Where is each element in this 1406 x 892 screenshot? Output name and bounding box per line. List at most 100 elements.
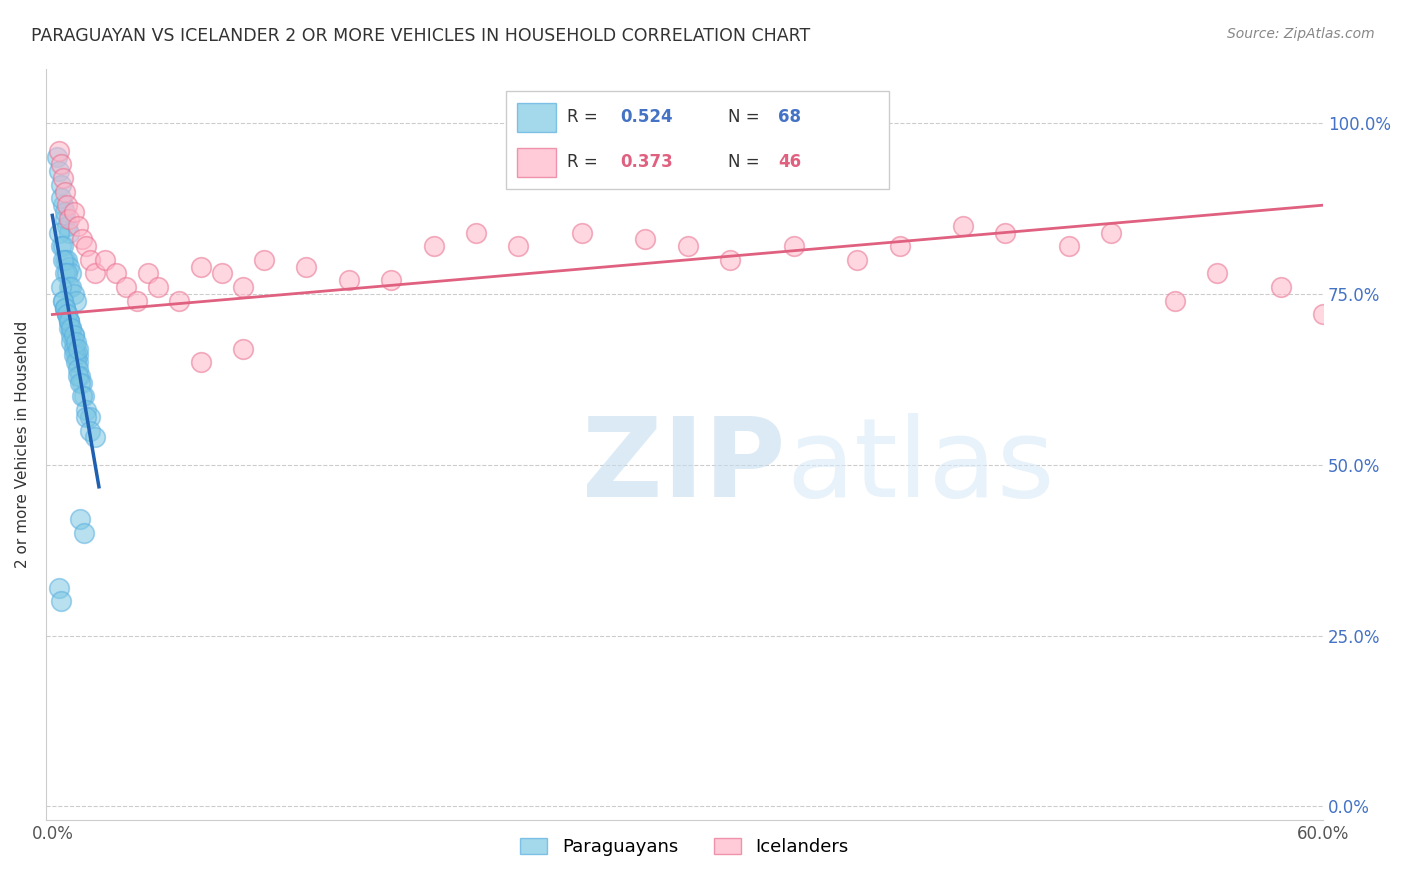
Point	[62, 349, 84, 363]
Point	[53, 301, 76, 315]
Text: Source: ZipAtlas.com: Source: ZipAtlas.com	[1227, 27, 1375, 41]
Point	[83, 430, 105, 444]
Point	[782, 239, 804, 253]
Point	[83, 267, 105, 281]
Point	[211, 267, 233, 281]
Point	[115, 280, 138, 294]
Point	[232, 342, 254, 356]
Point	[65, 349, 87, 363]
Point	[49, 178, 72, 192]
Point	[66, 369, 89, 384]
Point	[53, 185, 76, 199]
Point	[69, 369, 91, 384]
Text: atlas: atlas	[787, 413, 1056, 520]
Legend: Paraguayans, Icelanders: Paraguayans, Icelanders	[513, 831, 856, 863]
Point	[60, 334, 83, 349]
Point	[58, 260, 80, 274]
Point	[53, 301, 76, 315]
Point	[337, 273, 360, 287]
Point	[58, 226, 80, 240]
Point	[49, 594, 72, 608]
Point	[79, 252, 101, 267]
Point	[62, 328, 84, 343]
Point	[1206, 267, 1229, 281]
Point	[62, 328, 84, 343]
Point	[52, 293, 75, 308]
Point	[1312, 308, 1334, 322]
Point	[62, 334, 84, 349]
Point	[190, 260, 212, 274]
Point	[49, 239, 72, 253]
Point	[148, 280, 170, 294]
Point	[49, 280, 72, 294]
Point	[75, 409, 97, 424]
Point	[169, 293, 191, 308]
Text: ZIP: ZIP	[582, 413, 786, 520]
Point	[190, 355, 212, 369]
Point	[994, 226, 1017, 240]
Point	[70, 389, 93, 403]
Point	[48, 144, 70, 158]
Point	[75, 403, 97, 417]
Point	[125, 293, 148, 308]
Point	[56, 219, 79, 233]
Point	[60, 267, 83, 281]
Point	[73, 389, 96, 403]
Point	[136, 267, 159, 281]
Point	[66, 342, 89, 356]
Point	[52, 198, 75, 212]
Point	[69, 376, 91, 390]
Point	[75, 239, 97, 253]
Point	[45, 150, 67, 164]
Point	[66, 219, 89, 233]
Point	[66, 362, 89, 376]
Point	[58, 314, 80, 328]
Point	[58, 314, 80, 328]
Point	[56, 267, 79, 281]
Point	[66, 355, 89, 369]
Point	[571, 226, 593, 240]
Point	[73, 526, 96, 541]
Point	[232, 280, 254, 294]
Point	[56, 308, 79, 322]
Point	[79, 409, 101, 424]
Point	[65, 342, 87, 356]
Y-axis label: 2 or more Vehicles in Household: 2 or more Vehicles in Household	[15, 321, 30, 568]
Point	[48, 581, 70, 595]
Point	[380, 273, 402, 287]
Point	[56, 252, 79, 267]
Point	[65, 334, 87, 349]
Point	[52, 252, 75, 267]
Point	[253, 252, 276, 267]
Point	[104, 267, 127, 281]
Point	[53, 301, 76, 315]
Point	[56, 198, 79, 212]
Point	[295, 260, 318, 274]
Point	[94, 252, 117, 267]
Point	[62, 287, 84, 301]
Point	[48, 226, 70, 240]
Point	[60, 321, 83, 335]
Point	[60, 280, 83, 294]
Point	[634, 232, 657, 246]
Point	[1057, 239, 1080, 253]
Point	[464, 226, 486, 240]
Point	[889, 239, 911, 253]
Point	[58, 280, 80, 294]
Point	[60, 328, 83, 343]
Point	[676, 239, 699, 253]
Point	[52, 293, 75, 308]
Point	[66, 349, 89, 363]
Point	[58, 321, 80, 335]
Point	[1099, 226, 1122, 240]
Point	[846, 252, 869, 267]
Point	[952, 219, 974, 233]
Point	[70, 232, 93, 246]
Point	[422, 239, 444, 253]
Point	[62, 205, 84, 219]
Point	[53, 211, 76, 226]
Text: PARAGUAYAN VS ICELANDER 2 OR MORE VEHICLES IN HOUSEHOLD CORRELATION CHART: PARAGUAYAN VS ICELANDER 2 OR MORE VEHICL…	[31, 27, 810, 45]
Point	[508, 239, 530, 253]
Point	[52, 239, 75, 253]
Point	[53, 252, 76, 267]
